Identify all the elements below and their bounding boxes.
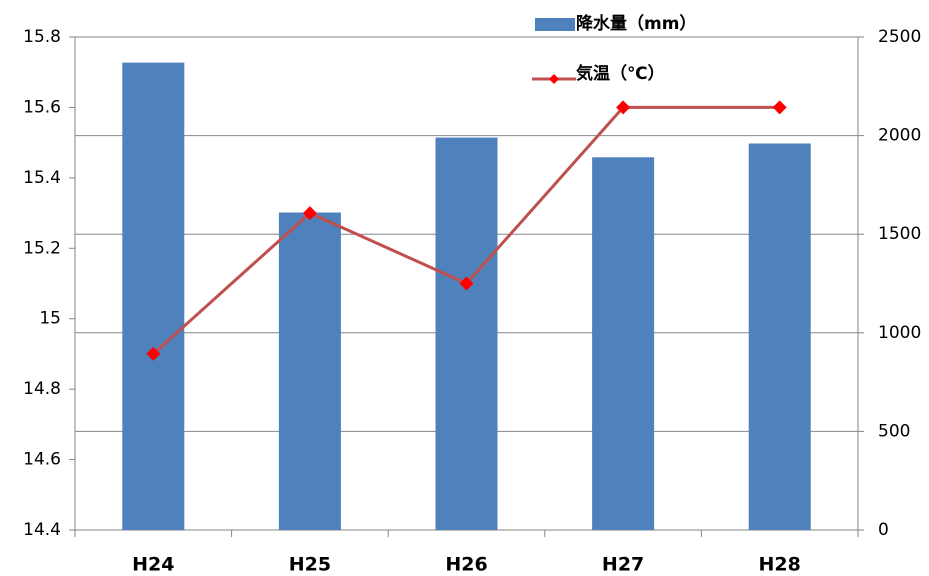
marker <box>616 100 631 115</box>
x-tick-label: H28 <box>759 554 801 576</box>
legend-label: 降水量（mm） <box>576 13 696 34</box>
y2-tick-label: 500 <box>878 421 910 441</box>
legend-marker <box>549 74 559 84</box>
marker <box>302 206 317 221</box>
y-tick-label: 14.6 <box>23 450 61 470</box>
legend-swatch <box>535 18 575 31</box>
y-tick-label: 15 <box>39 309 61 329</box>
x-tick-label: H26 <box>445 554 487 576</box>
legend-label: 気温（℃） <box>575 63 665 84</box>
bar <box>748 143 811 530</box>
marker <box>772 100 787 115</box>
y2-tick-label: 1000 <box>878 323 921 343</box>
bar <box>122 62 185 531</box>
marker <box>146 346 161 361</box>
y2-tick-label: 1500 <box>878 224 921 244</box>
y-tick-label: 14.4 <box>23 520 61 540</box>
y-tick-label: 15.4 <box>23 168 61 188</box>
y-tick-label: 14.8 <box>23 379 61 399</box>
bar <box>592 157 655 531</box>
x-tick-label: H25 <box>289 554 331 576</box>
y2-tick-label: 0 <box>878 520 889 540</box>
y2-tick-label: 2000 <box>878 126 921 146</box>
bar <box>435 137 498 530</box>
y-tick-label: 15.6 <box>23 97 61 117</box>
y2-tick-label: 2500 <box>878 27 921 47</box>
x-tick-label: H27 <box>602 554 644 576</box>
y-tick-label: 15.2 <box>23 238 61 258</box>
bar <box>278 212 341 530</box>
y-tick-label: 15.8 <box>23 27 61 47</box>
marker <box>459 276 474 291</box>
x-tick-label: H24 <box>132 554 174 576</box>
